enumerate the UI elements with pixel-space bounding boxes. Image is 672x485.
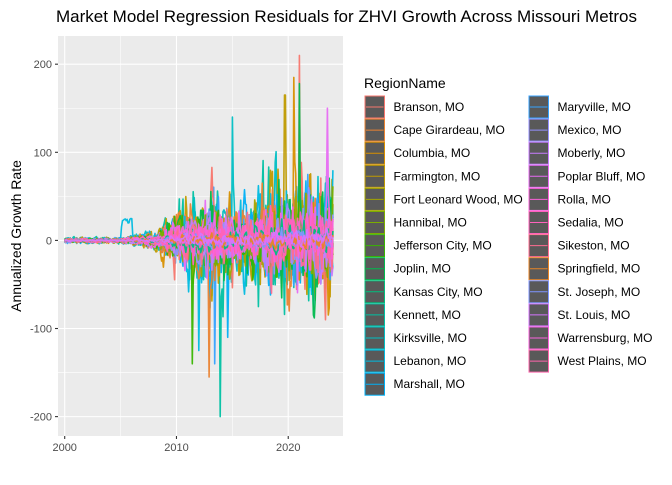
legend-label: Marshall, MO <box>394 377 465 391</box>
legend-key <box>528 234 549 258</box>
legend-label: Moberly, MO <box>558 146 626 160</box>
chart-title: Market Model Regression Residuals for ZH… <box>56 7 637 26</box>
y-axis-label: Annualized Growth Rate <box>8 160 24 312</box>
y-tick-label: 100 <box>34 147 52 159</box>
legend-key <box>364 141 385 165</box>
legend-label: Maryville, MO <box>558 100 631 114</box>
legend-key <box>364 118 385 142</box>
legend-key <box>364 257 385 281</box>
legend-key <box>528 141 549 165</box>
legend-label: St. Joseph, MO <box>558 285 641 299</box>
legend-label: West Plains, MO <box>558 354 647 368</box>
y-tick-label: -200 <box>30 412 52 424</box>
legend-key <box>364 187 385 211</box>
x-tick-label: 2020 <box>276 442 300 454</box>
legend-label: Lebanon, MO <box>394 354 467 368</box>
legend-key <box>364 280 385 304</box>
legend-key <box>364 372 385 396</box>
legend-label: St. Louis, MO <box>558 308 631 322</box>
legend-label: Kansas City, MO <box>394 285 483 299</box>
legend-label: Joplin, MO <box>394 262 451 276</box>
series-layer <box>63 54 334 418</box>
legend-key <box>528 280 549 304</box>
legend-title: RegionName <box>364 75 446 91</box>
legend-label: Sedalia, MO <box>558 216 624 230</box>
legend: RegionName Branson, MO Cape Girardeau, MO… <box>364 75 653 396</box>
legend-key <box>364 303 385 327</box>
legend-label: Farmington, MO <box>394 169 481 183</box>
legend-label: Kennett, MO <box>394 308 461 322</box>
legend-label: Hannibal, MO <box>394 216 467 230</box>
axis-layer: 2000 2010 2020 -200 -100 0 100 200 <box>30 59 301 454</box>
legend-label: Warrensburg, MO <box>558 331 653 345</box>
legend-key <box>528 326 549 350</box>
legend-label: Columbia, MO <box>394 146 471 160</box>
y-tick-label: 0 <box>46 235 52 247</box>
legend-key <box>364 349 385 373</box>
legend-label: Cape Girardeau, MO <box>394 123 505 137</box>
legend-label: Branson, MO <box>394 100 465 114</box>
legend-key <box>364 211 385 234</box>
legend-key <box>364 95 385 119</box>
legend-key <box>364 326 385 350</box>
legend-key <box>528 257 549 281</box>
legend-label: Mexico, MO <box>558 123 622 137</box>
legend-label: Springfield, MO <box>558 262 641 276</box>
x-tick-label: 2010 <box>164 442 188 454</box>
legend-label: Sikeston, MO <box>558 239 630 253</box>
y-tick-label: 200 <box>34 59 52 71</box>
legend-key <box>528 211 549 234</box>
legend-key <box>528 118 549 142</box>
legend-label: Fort Leonard Wood, MO <box>394 192 523 206</box>
legend-label: Poplar Bluff, MO <box>558 169 646 183</box>
legend-label: Kirksville, MO <box>394 331 467 345</box>
y-tick-label: -100 <box>30 324 52 336</box>
legend-key <box>364 234 385 258</box>
legend-key <box>528 95 549 119</box>
legend-label: Jefferson City, MO <box>394 239 492 253</box>
legend-label: Rolla, MO <box>558 192 611 206</box>
legend-key <box>528 187 549 211</box>
legend-key <box>364 164 385 188</box>
legend-key <box>528 349 549 373</box>
legend-key <box>528 303 549 327</box>
legend-key <box>528 164 549 188</box>
grid-layer <box>58 36 343 436</box>
x-tick-label: 2000 <box>52 442 76 454</box>
series-line <box>64 227 334 248</box>
